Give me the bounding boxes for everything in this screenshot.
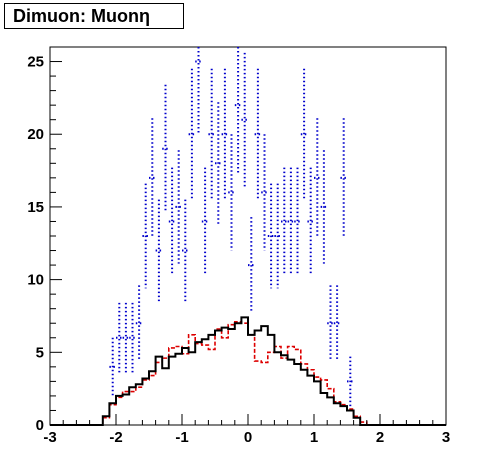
x-tick-label: -1	[175, 429, 188, 446]
x-tick-label: -3	[43, 429, 56, 446]
x-tick-label: 1	[310, 429, 318, 446]
axes: -3 -2 -1 0 1 2 3 0 5 10 15 20 25	[27, 54, 450, 446]
y-tick-label: 15	[27, 199, 44, 216]
series-black-solid	[50, 316, 446, 426]
histogram-black-line	[50, 316, 446, 426]
y-tick-label: 20	[27, 126, 44, 143]
x-tick-label: 3	[442, 429, 450, 446]
plot-area-border	[49, 46, 447, 426]
x-tick-label: 2	[376, 429, 384, 446]
x-tick-label: -2	[109, 429, 122, 446]
y-tick-label: 0	[36, 417, 44, 434]
y-tick-label: 5	[36, 344, 44, 361]
y-tick-label: 25	[27, 54, 44, 71]
y-tick-label: 10	[27, 272, 44, 289]
x-tick-label: 0	[244, 429, 252, 446]
series-blue-errorbars	[109, 47, 354, 407]
chart-title: Dimuon: Muonη	[4, 3, 184, 29]
plot-frame	[49, 46, 447, 426]
